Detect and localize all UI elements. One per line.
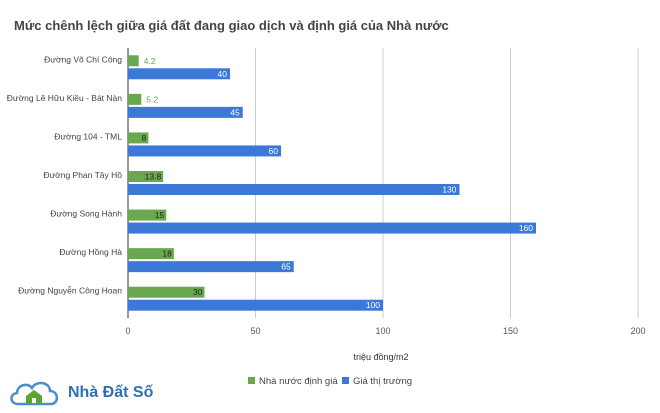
nha-dat-so-logo: Nhà Đất Số: [6, 376, 166, 408]
data-label: 30: [193, 287, 203, 297]
data-label: 15: [155, 210, 165, 220]
bar-nha-nuoc: [128, 171, 164, 182]
data-label: 100: [366, 300, 380, 310]
data-label: 45: [230, 107, 240, 117]
x-tick-label: 50: [250, 326, 260, 336]
category-label: Đường Phan Tây Hồ: [43, 170, 122, 180]
bar-gia-thi-truong: [128, 261, 294, 273]
category-label: Đường 104 - TML: [54, 131, 122, 141]
bar-nha-nuoc: [128, 93, 142, 105]
data-label: 130: [442, 185, 456, 195]
bar-gia-thi-truong: [128, 106, 243, 118]
legend-swatch: [342, 377, 349, 384]
x-tick-label: 200: [630, 326, 645, 336]
bar-gia-thi-truong: [128, 68, 230, 80]
data-label: 18: [162, 249, 172, 259]
x-tick-label: 150: [503, 326, 518, 336]
data-label: 5.2: [146, 94, 158, 104]
data-label: 4.2: [144, 56, 156, 66]
category-label: Đường Võ Chí Công: [44, 54, 122, 64]
x-tick-label: 100: [375, 326, 390, 336]
bar-nha-nuoc: [128, 55, 139, 67]
bar-gia-thi-truong: [128, 299, 383, 311]
legend-swatch: [248, 377, 255, 384]
category-label: Đường Song Hành: [50, 209, 122, 219]
x-tick-label: 0: [125, 326, 130, 336]
category-label: Đường Hồng Hà: [59, 247, 122, 257]
cloud-house-icon: [10, 381, 59, 406]
data-label: 60: [269, 146, 279, 156]
x-axis-label: triệu đồng/m2: [353, 352, 408, 362]
bar-nha-nuoc: [128, 248, 174, 260]
data-label: 65: [281, 262, 291, 272]
data-label: 13.8: [145, 172, 162, 182]
legend-label: Giá thị trường: [353, 376, 412, 387]
category-label: Đường Nguyễn Công Hoan: [18, 286, 122, 296]
bar-nha-nuoc: [128, 286, 205, 298]
bar-gia-thi-truong: [128, 222, 536, 234]
bar-nha-nuoc: [128, 132, 149, 144]
bar-gia-thi-truong: [128, 145, 281, 157]
logo-text: Nhà Đất Số: [68, 384, 154, 401]
category-label: Đường Lê Hữu Kiều - Bát Nàn: [7, 93, 123, 103]
data-label: 160: [519, 223, 533, 233]
data-label: 8: [142, 133, 147, 143]
chart-title: Mức chênh lệch giữa giá đất đang giao dị…: [14, 18, 449, 33]
legend-label: Nhà nước định giá: [259, 376, 338, 387]
bar-nha-nuoc: [128, 209, 167, 221]
bar-gia-thi-truong: [128, 184, 460, 195]
data-label: 40: [218, 69, 228, 79]
